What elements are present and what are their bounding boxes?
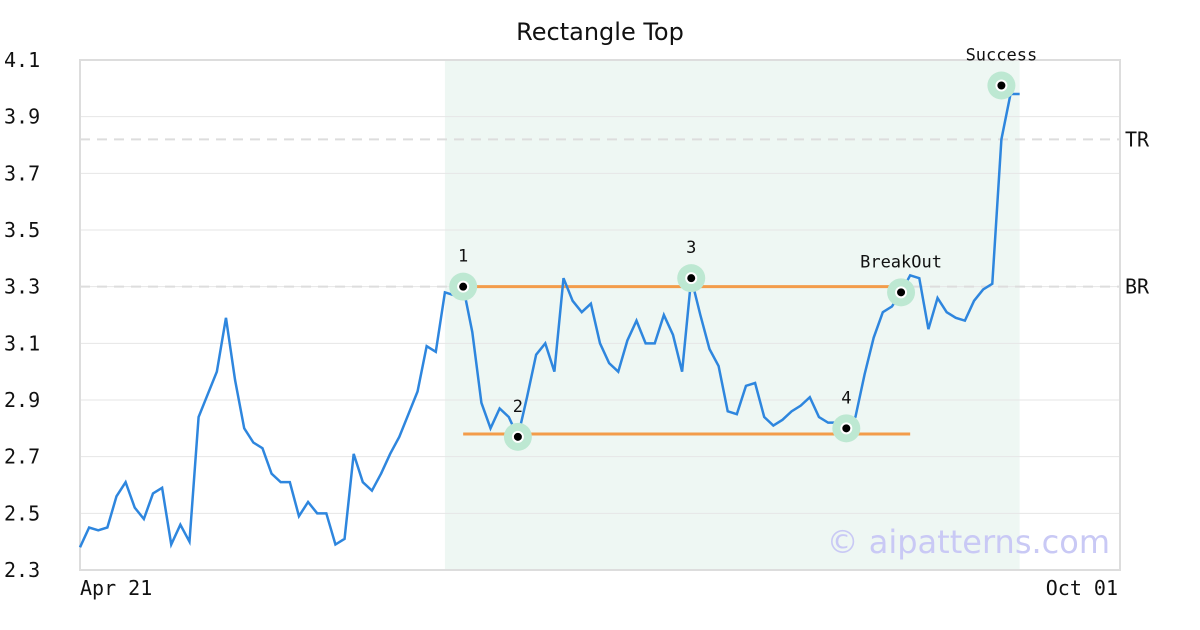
y-tick-label: 2.5	[4, 501, 40, 525]
plot-frame	[79, 59, 1121, 571]
point-dot	[895, 286, 908, 299]
point-dot	[685, 272, 698, 285]
point-label: BreakOut	[860, 252, 942, 272]
chart-title: Rectangle Top	[516, 18, 684, 46]
y-tick-label: 3.5	[4, 218, 40, 242]
point-label: 4	[841, 388, 851, 408]
level-label: BR	[1125, 275, 1150, 299]
y-tick-label: 2.3	[4, 558, 40, 582]
point-dot	[457, 280, 470, 293]
level-label: TR	[1125, 127, 1150, 151]
point-label: 3	[686, 238, 696, 258]
y-tick-label: 3.1	[4, 331, 40, 355]
y-tick-label: 3.3	[4, 275, 40, 299]
point-label: 1	[458, 247, 468, 267]
y-tick-label: 3.9	[4, 105, 40, 129]
point-label: Success	[966, 46, 1038, 66]
pattern-region	[444, 60, 1020, 570]
y-tick-label: 3.7	[4, 161, 40, 185]
price-line	[78, 92, 1020, 549]
point-dot	[511, 430, 524, 443]
point-dot	[995, 79, 1008, 92]
point-label: 2	[513, 397, 523, 417]
watermark: © aipatterns.com	[827, 523, 1110, 561]
x-tick-label: Apr 21	[80, 576, 152, 600]
x-tick-label: Oct 01	[1046, 576, 1118, 600]
point-dot	[840, 422, 853, 435]
y-tick-label: 2.9	[4, 388, 40, 412]
y-tick-label: 2.7	[4, 445, 40, 469]
y-tick-label: 4.1	[4, 48, 40, 72]
